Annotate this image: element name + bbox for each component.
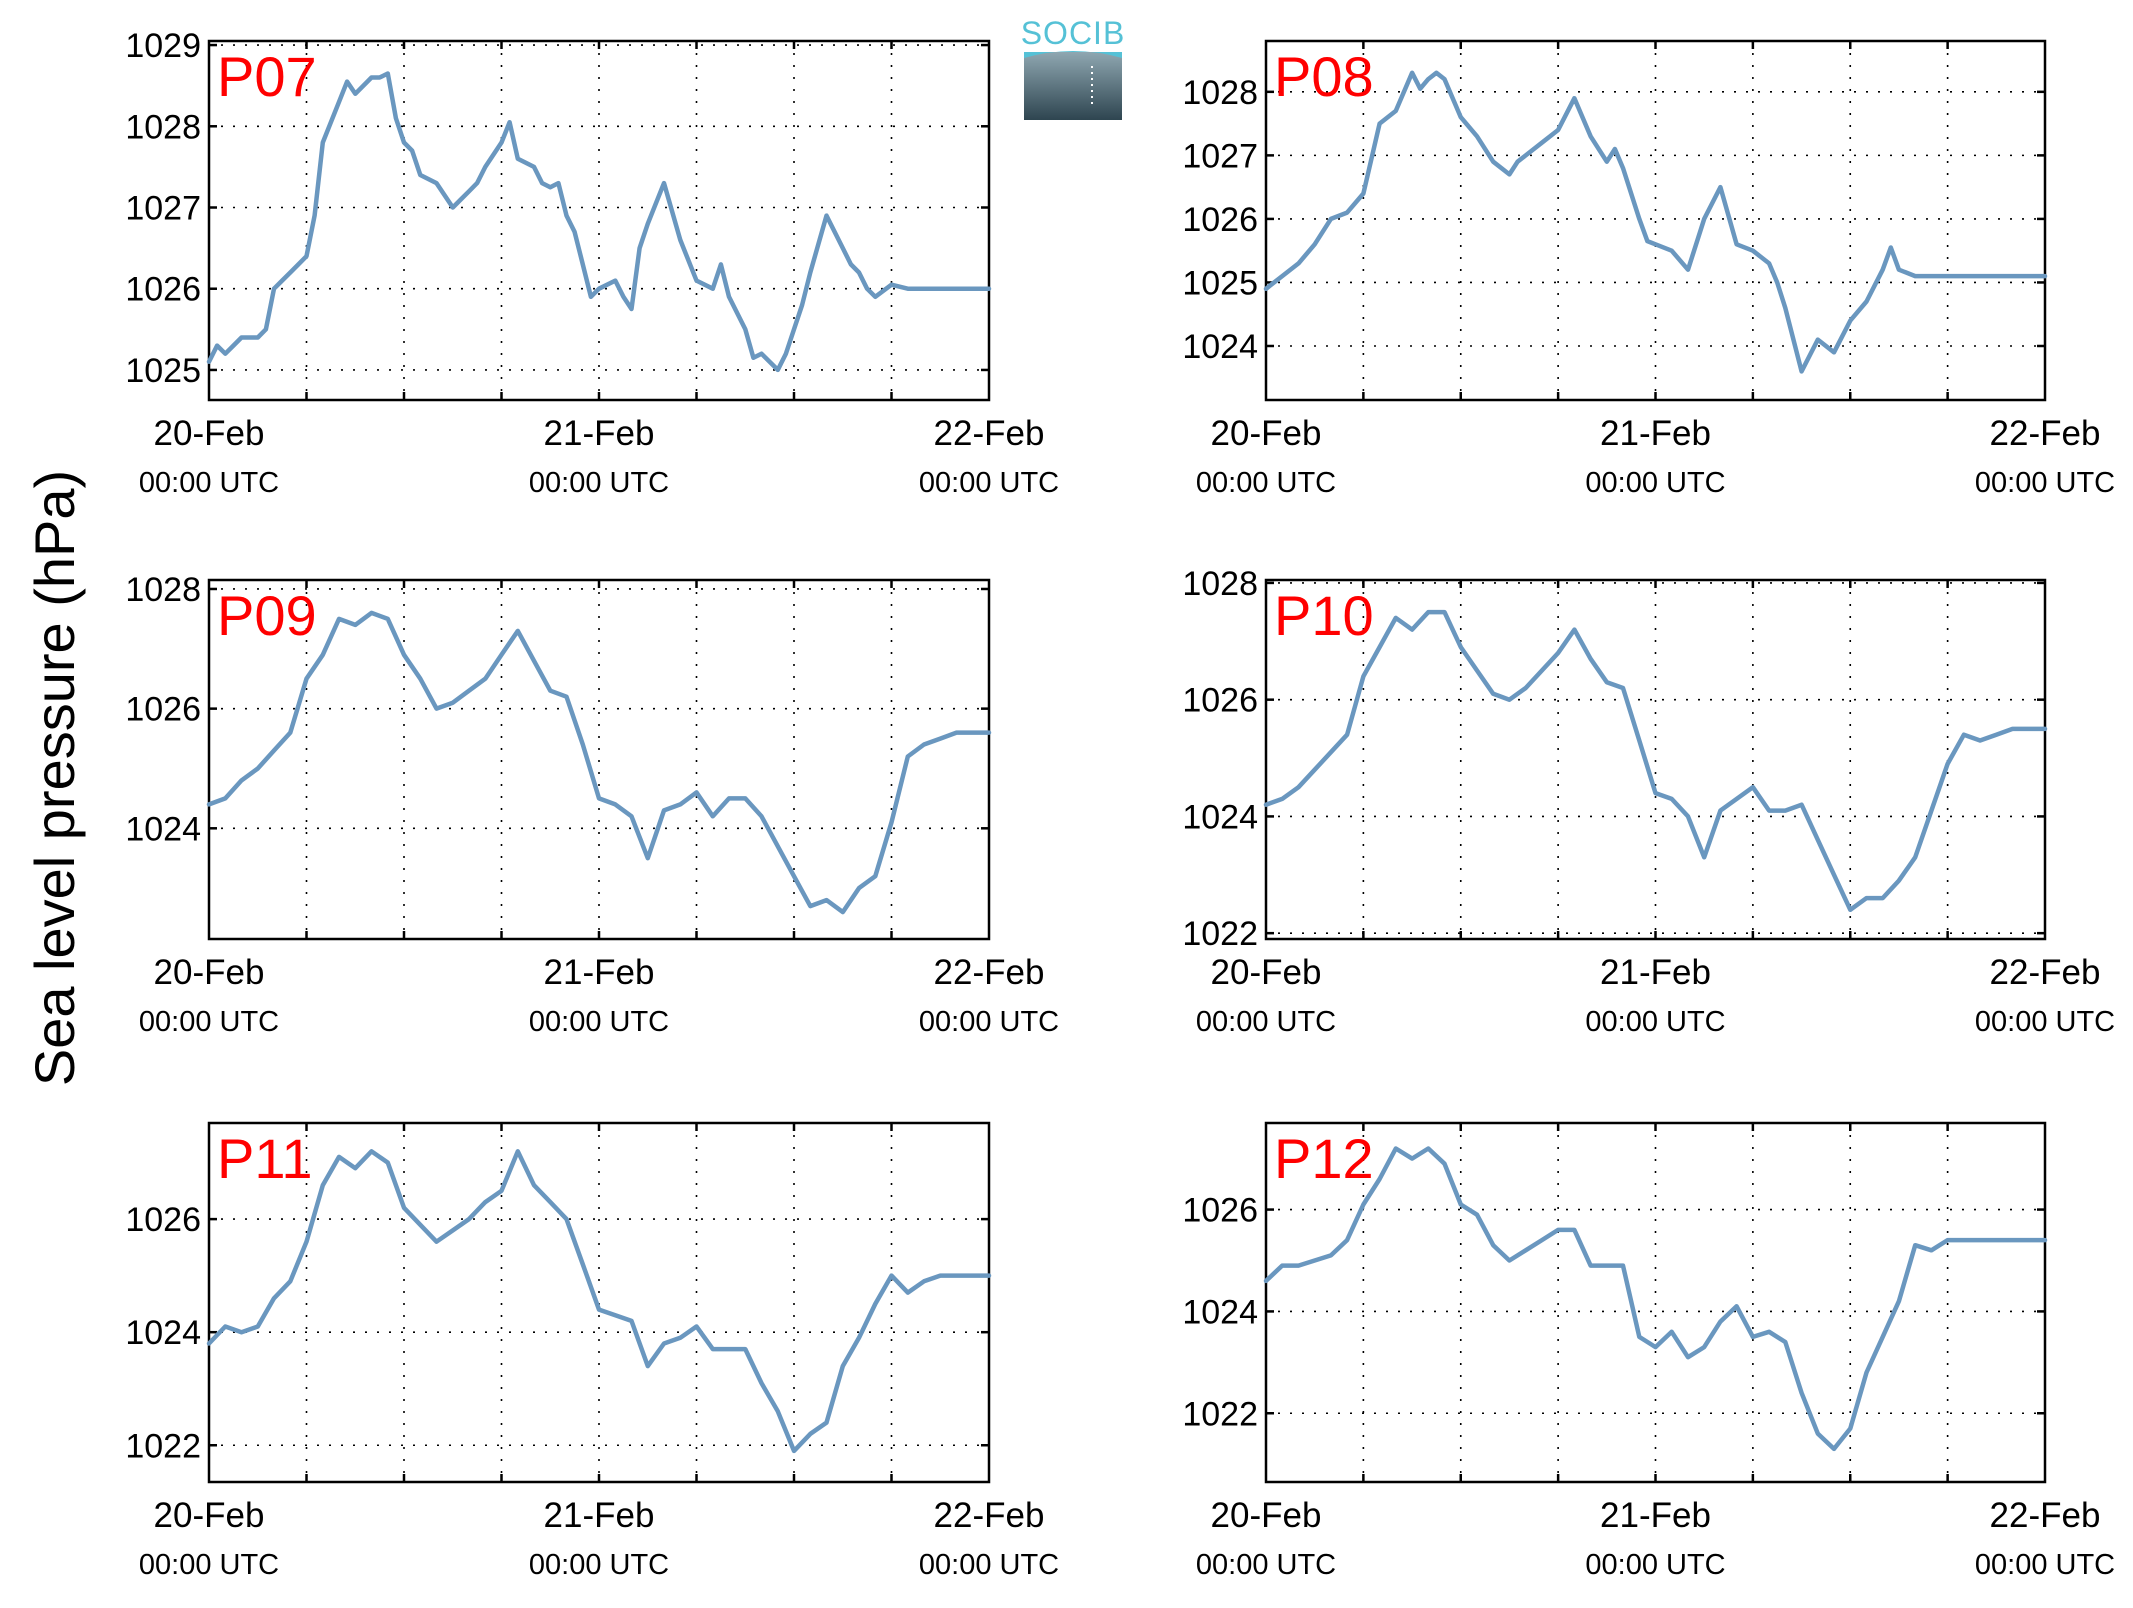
x-tick-date-label: 20-Feb [154,414,265,453]
x-tick-date-label: 21-Feb [544,414,655,453]
pressure-series-line [1263,1146,2048,1452]
y-tick-label: 1029 [125,27,201,65]
x-tick-time-label: 00:00 UTC [529,1006,669,1038]
panel-label: P12 [1274,1127,1374,1190]
x-tick-date-label: 20-Feb [1211,953,1322,992]
x-tick-time-label: 00:00 UTC [1975,1549,2115,1581]
x-tick-time-label: 00:00 UTC [919,1549,1059,1581]
y-tick-label: 1024 [125,1314,201,1352]
y-tick-label: 1028 [1182,565,1258,603]
panels: 1025 1026 1027 1028 1029 20-Feb 00:00 UTC 21-Fe… [125,27,2115,1581]
x-tick-time-label: 00:00 UTC [1196,1006,1336,1038]
x-tick-time-label: 00:00 UTC [1585,467,1725,499]
panel-p10: 1022 1024 1026 1028 20-Feb 00:00 UTC 21-Feb 00:… [1182,565,2115,1038]
y-tick-label: 1026 [125,691,201,729]
y-tick-label: 1026 [125,1201,201,1239]
pressure-series-line [206,610,992,915]
x-tick-time-label: 00:00 UTC [139,467,279,499]
pressure-series-line [206,71,992,373]
y-tick-label: 1024 [1182,1293,1258,1331]
y-tick-label: 1027 [125,190,201,228]
x-tick-time-label: 00:00 UTC [529,1549,669,1581]
y-tick-label: 1022 [1182,915,1258,953]
y-tick-label: 1024 [1182,328,1258,366]
plot-area [1264,39,2047,402]
plot-area [1264,1121,2047,1484]
x-tick-date-label: 21-Feb [1600,953,1711,992]
y-tick-label: 1024 [125,810,201,848]
x-tick-date-label: 20-Feb [1211,414,1322,453]
x-tick-time-label: 00:00 UTC [1975,1006,2115,1038]
x-tick-time-label: 00:00 UTC [529,467,669,499]
x-tick-time-label: 00:00 UTC [139,1006,279,1038]
x-tick-date-label: 22-Feb [1990,953,2101,992]
x-tick-date-label: 22-Feb [1990,1496,2101,1535]
y-tick-label: 1026 [1182,682,1258,720]
pressure-series-line [206,1149,992,1454]
x-tick-time-label: 00:00 UTC [1196,467,1336,499]
x-tick-date-label: 21-Feb [1600,414,1711,453]
plot-area [207,1121,991,1484]
x-tick-time-label: 00:00 UTC [1585,1549,1725,1581]
logo-wave [1024,51,1122,58]
x-tick-date-label: 21-Feb [1600,1496,1711,1535]
y-tick-label: 1026 [1182,1192,1258,1230]
panel-p09: 1024 1026 1028 20-Feb 00:00 UTC 21-Feb 00:00 U… [125,571,1059,1038]
x-tick-date-label: 22-Feb [934,414,1045,453]
y-tick-label: 1026 [1182,201,1258,239]
x-tick-time-label: 00:00 UTC [1196,1549,1336,1581]
y-tick-label: 1024 [1182,798,1258,836]
x-tick-time-label: 00:00 UTC [919,467,1059,499]
plot-area [207,578,991,941]
panel-label: P07 [217,45,317,108]
y-axis-label: Sea level pressure (hPa) [23,470,86,1086]
x-tick-time-label: 00:00 UTC [139,1549,279,1581]
plot-area [1264,578,2047,941]
y-tick-label: 1022 [1182,1395,1258,1433]
panel-p11: 1022 1024 1026 20-Feb 00:00 UTC 21-Feb 00:00 U… [125,1121,1059,1581]
x-tick-date-label: 21-Feb [544,953,655,992]
x-tick-date-label: 21-Feb [544,1496,655,1535]
logo-text: SOCIB [1021,15,1126,51]
y-tick-label: 1028 [125,571,201,609]
y-tick-label: 1025 [125,352,201,390]
panel-p08: 1024 1025 1026 1027 1028 20-Feb 00:00 UTC 21-Fe… [1182,39,2115,499]
logo-badge [1024,52,1122,120]
y-tick-label: 1026 [125,271,201,309]
x-tick-date-label: 22-Feb [1990,414,2101,453]
y-tick-label: 1028 [125,108,201,146]
y-tick-label: 1027 [1182,137,1258,175]
x-tick-date-label: 22-Feb [934,953,1045,992]
pressure-series-line [1263,70,2048,374]
panel-p12: 1022 1024 1026 20-Feb 00:00 UTC 21-Feb 00:00 U… [1182,1121,2115,1581]
panel-label: P09 [217,584,317,647]
x-tick-time-label: 00:00 UTC [1585,1006,1725,1038]
x-tick-time-label: 00:00 UTC [1975,467,2115,499]
y-tick-label: 1022 [125,1427,201,1465]
panel-p07: 1025 1026 1027 1028 1029 20-Feb 00:00 UTC 21-Fe… [125,27,1059,499]
panel-label: P10 [1274,584,1374,647]
x-tick-date-label: 20-Feb [154,953,265,992]
socib-logo: SOCIB [1021,15,1126,120]
y-tick-label: 1028 [1182,74,1258,112]
x-tick-date-label: 20-Feb [154,1496,265,1535]
pressure-series-line [1263,609,2048,913]
y-tick-label: 1025 [1182,264,1258,302]
x-tick-date-label: 22-Feb [934,1496,1045,1535]
x-tick-date-label: 20-Feb [1211,1496,1322,1535]
panel-label: P08 [1274,45,1374,108]
panel-label: P11 [217,1127,312,1190]
plot-area [207,39,991,402]
x-tick-time-label: 00:00 UTC [919,1006,1059,1038]
